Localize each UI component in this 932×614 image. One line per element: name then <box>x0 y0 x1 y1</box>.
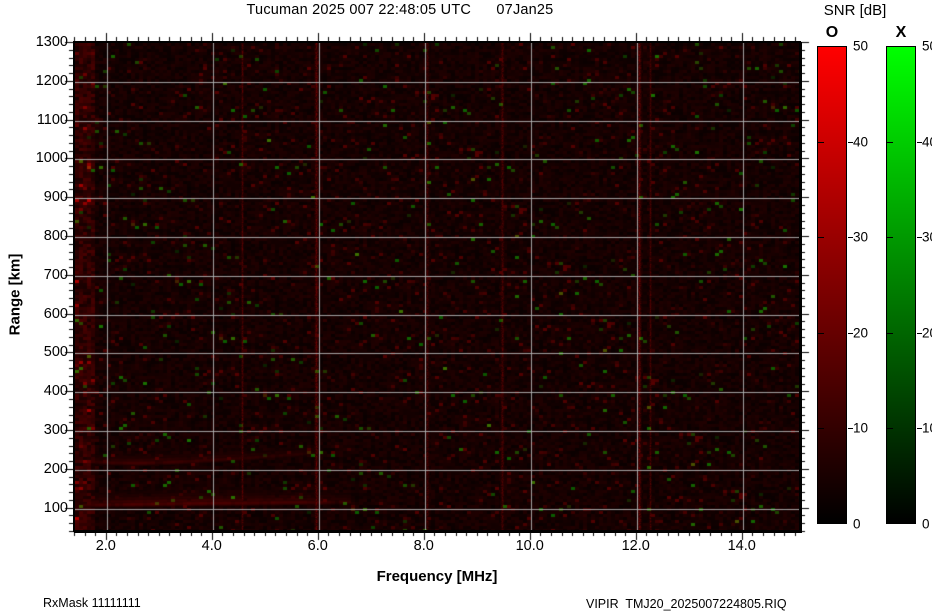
colorbar-tick-mark <box>917 428 922 430</box>
y-tick-label: 400 <box>43 383 68 400</box>
y-tick-label: 1200 <box>35 72 68 89</box>
colorbar-tick-mark <box>917 237 922 239</box>
colorbar-tick-mark <box>818 428 824 430</box>
y-tick-label: 100 <box>43 499 68 516</box>
x-tick-label: 2.0 <box>95 538 116 554</box>
colorbar-x-label: X <box>895 24 907 41</box>
colorbar-tick-label: 40 <box>853 134 869 150</box>
colorbar-title: SNR [dB] <box>823 2 887 19</box>
colorbar-tick-mark <box>917 332 922 334</box>
colorbar-tick-mark <box>848 237 853 239</box>
y-tick-label: 900 <box>43 189 68 206</box>
y-tick-label: 1100 <box>36 111 68 128</box>
ionogram-heatmap-canvas[interactable] <box>75 43 801 532</box>
x-tick-label: 10.0 <box>515 538 544 554</box>
y-tick-label: 200 <box>43 460 68 477</box>
x-tick-label: 6.0 <box>307 538 328 554</box>
colorbar-tick-label: 50 <box>853 38 869 54</box>
x-tick-label: 4.0 <box>201 538 222 554</box>
y-tick-label: 500 <box>43 344 68 361</box>
y-tick-label: 1000 <box>35 150 68 167</box>
colorbar-tick-mark <box>818 237 824 239</box>
colorbar-tick-mark <box>848 428 853 430</box>
colorbar-tick-label: 10 <box>922 420 932 436</box>
colorbar-tick-label: 30 <box>853 229 869 245</box>
colorbar-tick-mark <box>848 141 853 143</box>
colorbar-tick-label: 50 <box>922 38 932 54</box>
colorbar-tick-mark <box>818 141 824 143</box>
colorbar-o-label: O <box>825 24 839 41</box>
y-axis-title: Range [km] <box>6 253 24 336</box>
colorbar-tick-label: 0 <box>922 516 930 532</box>
y-tick-label: 700 <box>43 266 68 283</box>
colorbar-tick-label: 20 <box>922 325 932 341</box>
colorbar-tick-mark <box>887 428 893 430</box>
colorbar-tick-label: 20 <box>853 325 869 341</box>
page-title: Tucuman 2025 007 22:48:05 UTC 07Jan25 <box>246 2 554 18</box>
y-tick-label: 300 <box>43 422 68 439</box>
colorbar-x-gradient[interactable] <box>886 46 916 524</box>
ionogram-plot-area[interactable] <box>74 42 802 533</box>
colorbar-tick-label: 40 <box>922 134 932 150</box>
colorbar-tick-mark <box>887 237 893 239</box>
x-axis-title: Frequency [MHz] <box>376 568 498 585</box>
rxmask-footer: RxMask 11111111 <box>43 596 141 610</box>
y-tick-label: 1300 <box>35 34 68 50</box>
y-axis-tick-labels: 1300 1200 1100 1000 900 800 700 600 500 400 300 200… <box>0 0 68 614</box>
colorbar-tick-label: 10 <box>853 420 869 436</box>
colorbar-tick-label: 0 <box>853 516 861 532</box>
y-tick-label: 800 <box>43 228 68 245</box>
colorbar-tick-mark <box>887 141 893 143</box>
x-tick-label: 14.0 <box>727 538 756 554</box>
colorbar-tick-mark <box>818 332 824 334</box>
colorbar-tick-mark <box>917 141 922 143</box>
colorbar-tick-mark <box>887 332 893 334</box>
colorbar-o-gradient[interactable] <box>817 46 847 524</box>
x-tick-label: 12.0 <box>621 538 650 554</box>
y-tick-label: 600 <box>43 305 68 322</box>
colorbar-tick-mark <box>848 332 853 334</box>
x-tick-label: 8.0 <box>413 538 434 554</box>
instrument-file-footer: VIPIR TMJ20_2025007224805.RIQ <box>586 597 787 611</box>
colorbar-tick-label: 30 <box>922 229 932 245</box>
